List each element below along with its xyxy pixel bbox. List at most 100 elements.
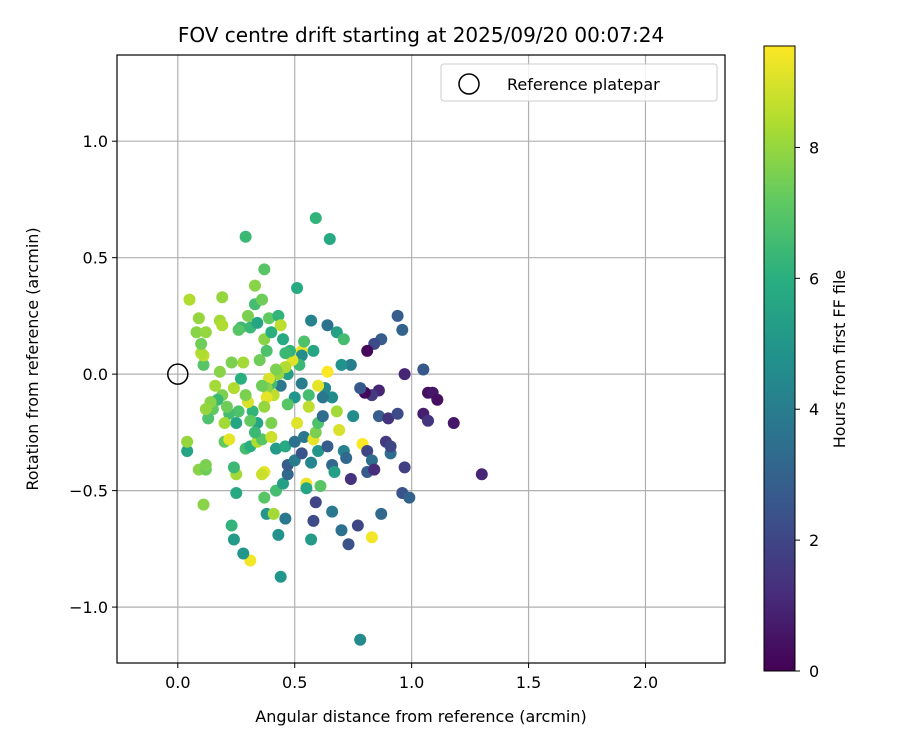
scatter-point [237,547,250,560]
scatter-point [300,482,313,495]
scatter-point [197,358,210,371]
scatter-point [305,314,318,327]
y-tick-label: 0.0 [83,365,108,384]
scatter-point [309,212,322,225]
legend-label: Reference platepar [507,75,660,94]
scatter-point [337,333,350,346]
scatter-point [335,524,348,537]
x-axis-ticks: 0.0 0.5 1.0 1.5 2.0 [165,663,658,692]
reference-platepar-marker [167,363,189,385]
scatter-point [199,458,212,471]
scatter-point [298,335,311,348]
data-points [181,212,488,646]
scatter-point [263,312,275,325]
scatter-point [255,293,268,306]
x-tick-label: 0.0 [165,673,190,692]
scatter-point [328,465,341,478]
scatter-point [251,316,264,329]
scatter-point [246,405,259,418]
scatter-point [277,333,290,346]
scatter-point [321,365,334,378]
scatter-point [309,426,322,439]
scatter-point [227,382,240,395]
scatter-point [344,358,357,371]
scatter-point [227,461,240,474]
y-tick-label: 1.0 [83,132,108,151]
y-axis-label: Rotation from reference (arcmin) [23,227,42,490]
scatter-point [475,468,488,481]
scatter-point [309,496,322,509]
scatter-point [391,309,404,322]
scatter-point [398,461,411,474]
scatter-point [375,507,388,520]
scatter-point [267,507,280,520]
y-axis-ticks: −1.0 −0.5 0.0 0.5 1.0 [69,132,117,617]
legend-box [440,63,718,102]
scatter-point [265,326,278,339]
scatter-point [354,382,367,395]
scatter-point [274,319,287,332]
scatter-point [181,435,194,448]
scatter-point [417,363,430,376]
scatter-point [195,347,208,360]
scatter-point [279,440,292,453]
scatter-point [244,414,257,427]
y-tick-label: −0.5 [69,482,108,501]
colorbar-gradient [763,45,796,672]
scatter-point [307,344,320,357]
scatter-point [281,468,294,481]
scatter-point [216,319,229,332]
scatter-point [234,372,247,385]
scatter-point [326,505,339,518]
colorbar-tick-label: 6 [809,269,819,288]
scatter-point [183,293,196,306]
scatter-point [298,431,311,444]
scatter-point [223,433,236,446]
scatter-point [248,426,261,439]
scatter-point [365,454,378,467]
scatter-point [230,486,243,499]
scatter-point [295,349,308,362]
scatter-point [347,410,360,423]
scatter-point [237,356,250,369]
scatter-point [270,363,283,376]
scatter-point [199,403,212,416]
scatter-point [274,379,287,392]
scatter-point [225,356,238,369]
y-tick-label: 0.5 [83,249,108,268]
scatter-point [321,319,334,332]
scatter-point [372,410,385,423]
scatter-point [312,379,325,392]
scatter-point [218,417,231,430]
scatter-point [398,368,411,381]
scatter-point [232,323,245,336]
scatter-point [258,263,271,276]
scatter-point [260,344,273,357]
scatter-point [195,337,208,350]
scatter-point [291,281,304,294]
colorbar: 0 2 4 6 8 Hours from first FF file [763,45,849,681]
scatter-point [265,417,278,430]
scatter-point [279,347,292,360]
scatter-point [351,519,364,532]
scatter-point [335,358,348,371]
scatter-point [403,491,416,504]
scatter-point [431,393,444,406]
scatter-point [190,326,203,339]
legend-reference-marker [458,73,480,95]
scatter-point [213,365,226,378]
scatter-point [291,417,304,430]
scatter-point [197,498,210,511]
plot-frame [116,54,726,664]
scatter-point [277,477,290,490]
x-tick-label: 1.5 [516,673,541,692]
scatter-point [361,344,374,357]
y-tick-label: −1.0 [69,598,108,617]
scatter-point [316,391,329,404]
scatter-point [253,354,266,367]
scatter-point [232,405,245,418]
scatter-point [248,279,261,292]
scatter-point [305,533,318,546]
x-tick-label: 0.5 [282,673,307,692]
